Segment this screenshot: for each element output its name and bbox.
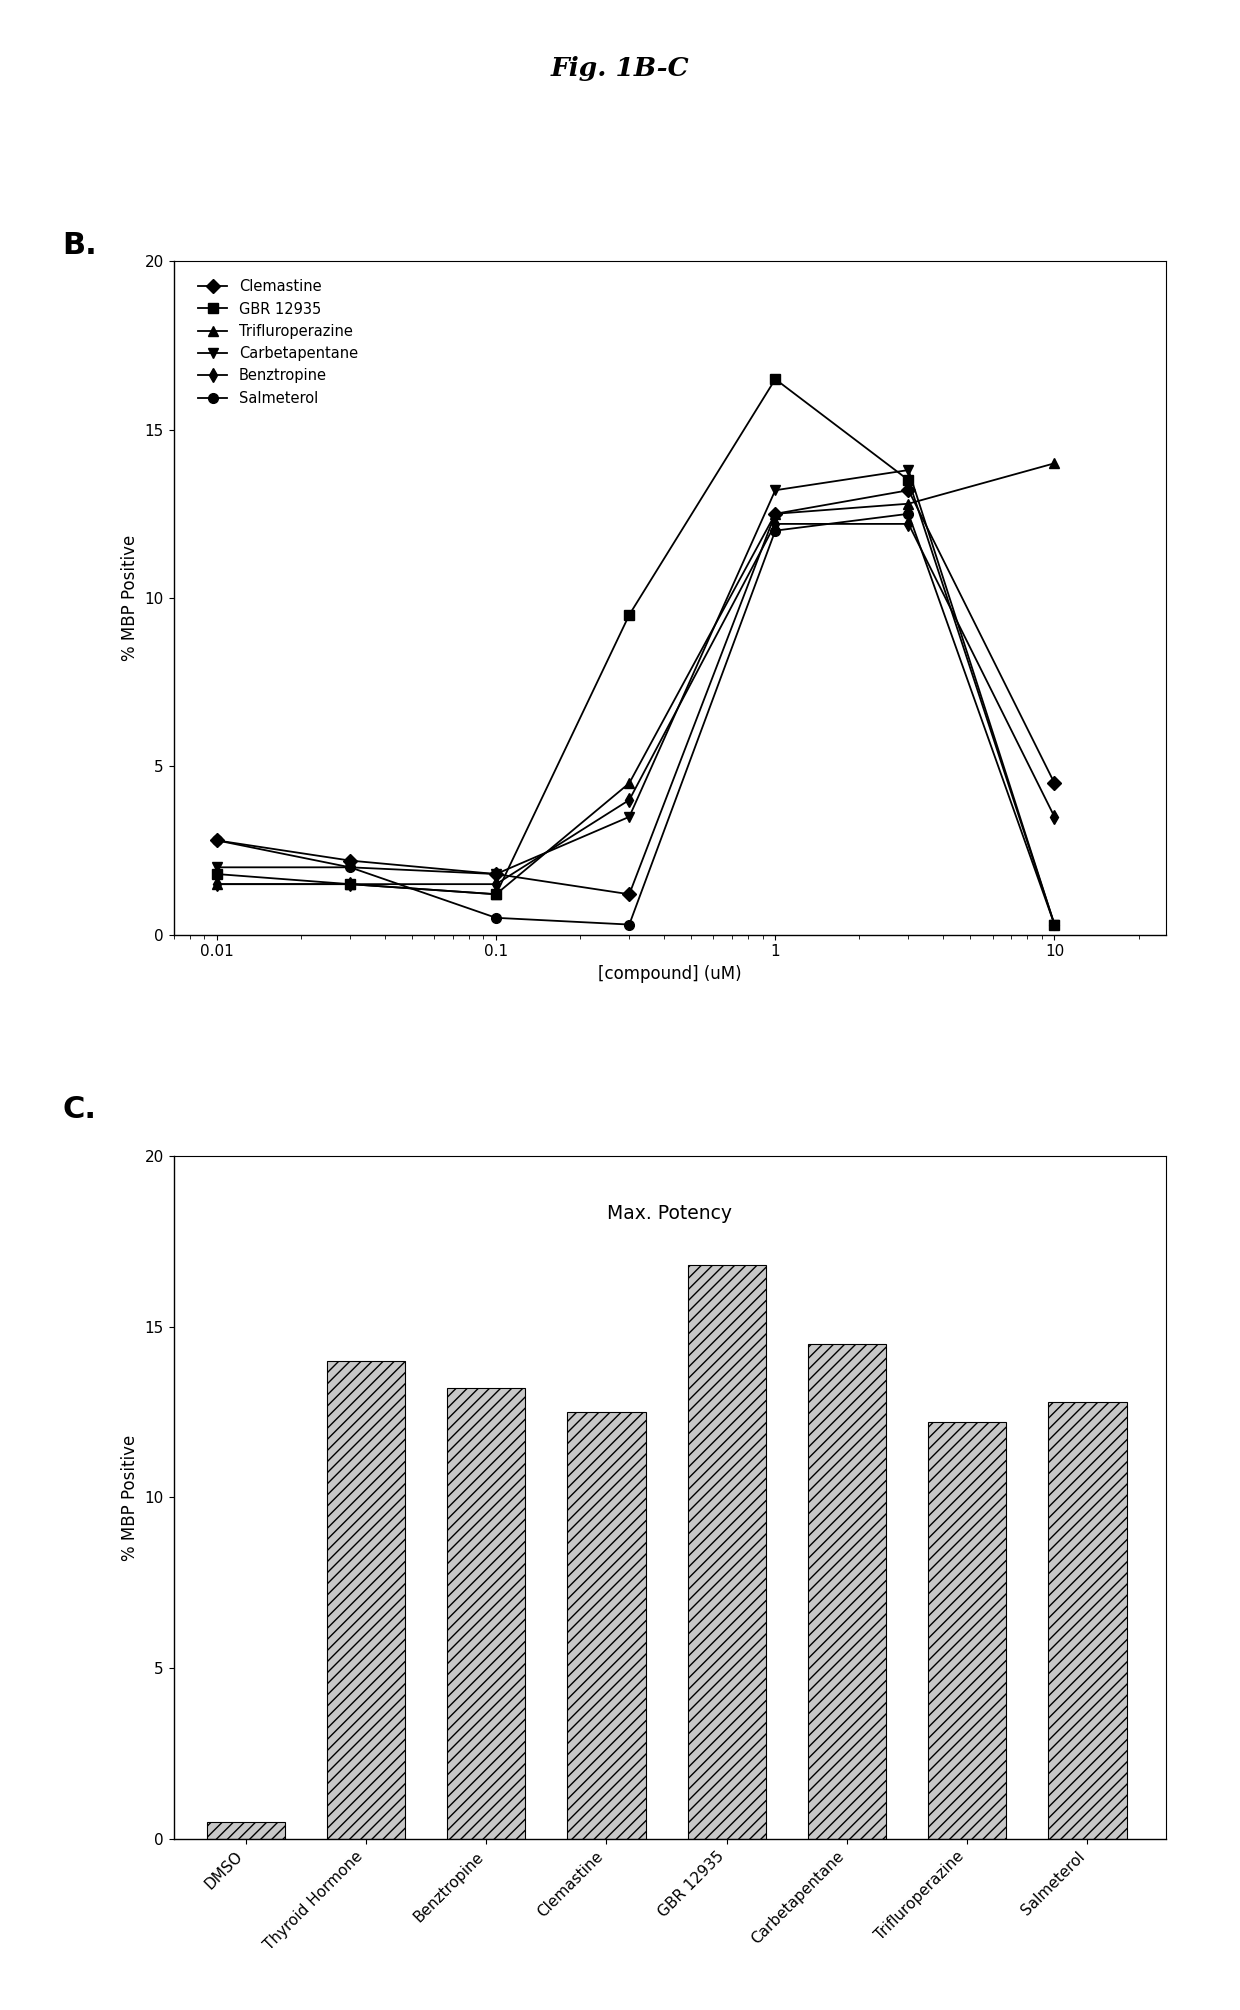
Trifluroperazine [621,772,636,796]
Trifluroperazine [489,882,503,907]
Legend: Clemastine, GBR 12935, Trifluroperazine, Carbetapentane, Benztropine, Salmeterol: Clemastine, GBR 12935, Trifluroperazine,… [191,271,366,412]
Benztropine [489,872,503,896]
Benztropine [621,788,636,812]
Benztropine [210,872,224,896]
Text: Max. Potency: Max. Potency [608,1204,732,1222]
Trifluroperazine [210,872,224,896]
Clemastine [342,848,357,872]
Text: C.: C. [62,1095,95,1124]
Benztropine [342,872,357,896]
Line: Benztropine: Benztropine [212,519,1059,888]
Benztropine [901,513,916,537]
Bar [327,1361,405,1839]
GBR 12935 [210,862,224,886]
Bar [808,1343,887,1839]
X-axis label: [compound] (uM): [compound] (uM) [598,965,742,983]
Line: Trifluroperazine: Trifluroperazine [212,458,1059,898]
Bar [928,1423,1007,1839]
Salmeterol [210,828,224,852]
Clemastine [210,828,224,852]
Carbetapentane [901,458,916,482]
Clemastine [768,502,782,527]
Salmeterol [901,502,916,527]
Trifluroperazine [342,872,357,896]
Trifluroperazine [768,502,782,527]
Y-axis label: % MBP Positive: % MBP Positive [122,535,139,661]
Salmeterol [489,907,503,931]
Carbetapentane [1047,913,1061,937]
GBR 12935 [489,882,503,907]
Clemastine [489,862,503,886]
Clemastine [621,882,636,907]
Text: Fig. 1B-C: Fig. 1B-C [551,56,689,80]
Carbetapentane [342,856,357,880]
Bar [207,1821,285,1839]
Clemastine [901,478,916,502]
Bar [688,1264,766,1839]
Carbetapentane [621,804,636,828]
Clemastine [1047,772,1061,796]
GBR 12935 [901,468,916,492]
Benztropine [1047,804,1061,828]
Bar [1048,1401,1126,1839]
Text: B.: B. [62,231,97,259]
Salmeterol [1047,913,1061,937]
GBR 12935 [342,872,357,896]
Salmeterol [768,519,782,543]
Line: Clemastine: Clemastine [212,484,1059,898]
GBR 12935 [1047,913,1061,937]
Bar [568,1411,646,1839]
Salmeterol [621,913,636,937]
Bar [448,1389,526,1839]
Salmeterol [342,856,357,880]
GBR 12935 [768,368,782,392]
Y-axis label: % MBP Positive: % MBP Positive [122,1435,139,1560]
Line: Carbetapentane: Carbetapentane [212,464,1059,929]
Benztropine [768,513,782,537]
Trifluroperazine [1047,450,1061,474]
Carbetapentane [489,862,503,886]
Carbetapentane [210,856,224,880]
GBR 12935 [621,603,636,627]
Trifluroperazine [901,492,916,517]
Line: Salmeterol: Salmeterol [212,509,1059,929]
Line: GBR 12935: GBR 12935 [212,374,1059,929]
Carbetapentane [768,478,782,502]
